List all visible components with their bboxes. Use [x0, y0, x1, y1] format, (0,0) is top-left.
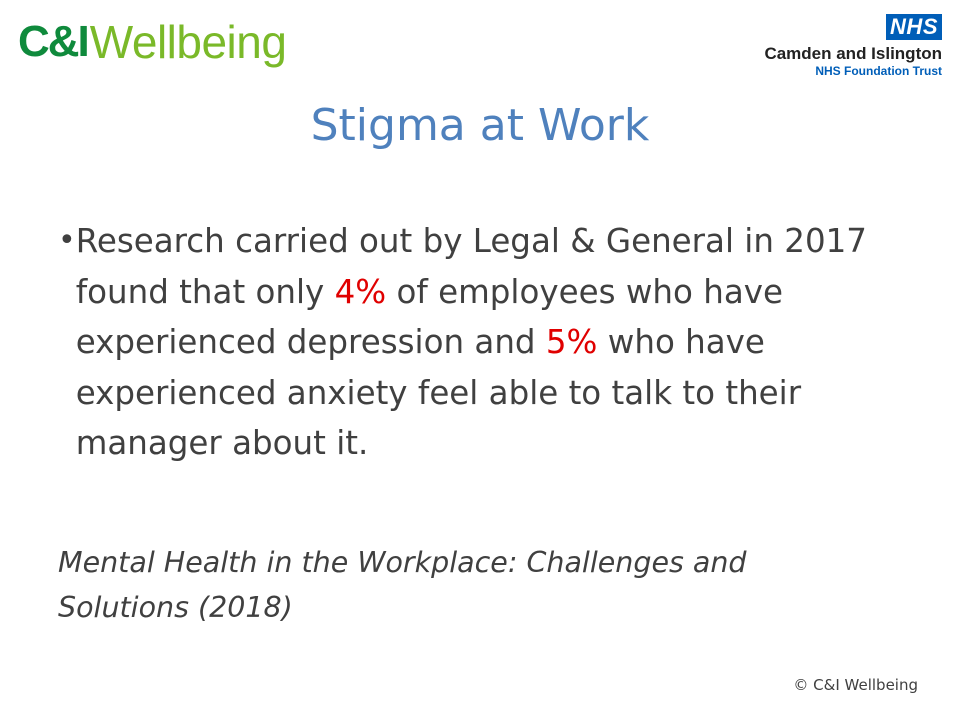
- cni-wellbeing-logo: C&I Wellbeing: [18, 14, 287, 70]
- nhs-trust-logo: NHS Camden and Islington NHS Foundation …: [764, 14, 942, 78]
- bullet-text: Research carried out by Legal & General …: [76, 216, 888, 469]
- trust-name: NHS Foundation Trust: [815, 64, 942, 78]
- bullet-item: • Research carried out by Legal & Genera…: [58, 216, 888, 469]
- text-segment: Research carried out by Legal & General …: [75, 222, 867, 311]
- highlight-depression-percent: 4%: [334, 272, 387, 311]
- citation: Mental Health in the Workplace: Challeng…: [58, 546, 747, 624]
- org-name: Camden and Islington: [764, 44, 942, 63]
- logo-mark: C&I: [18, 17, 90, 66]
- copyright-footer: © C&I Wellbeing: [793, 676, 918, 694]
- slide-title: Stigma at Work: [310, 100, 650, 151]
- nhs-badge: NHS: [886, 14, 942, 40]
- text-segment: who have experienced anxiety feel able t…: [75, 323, 802, 462]
- highlight-anxiety-percent: 5%: [545, 323, 598, 361]
- text-segment: of employees who have experienced depres…: [75, 272, 783, 362]
- logo-text: Wellbeing: [89, 16, 287, 68]
- bullet-icon: •: [58, 223, 76, 258]
